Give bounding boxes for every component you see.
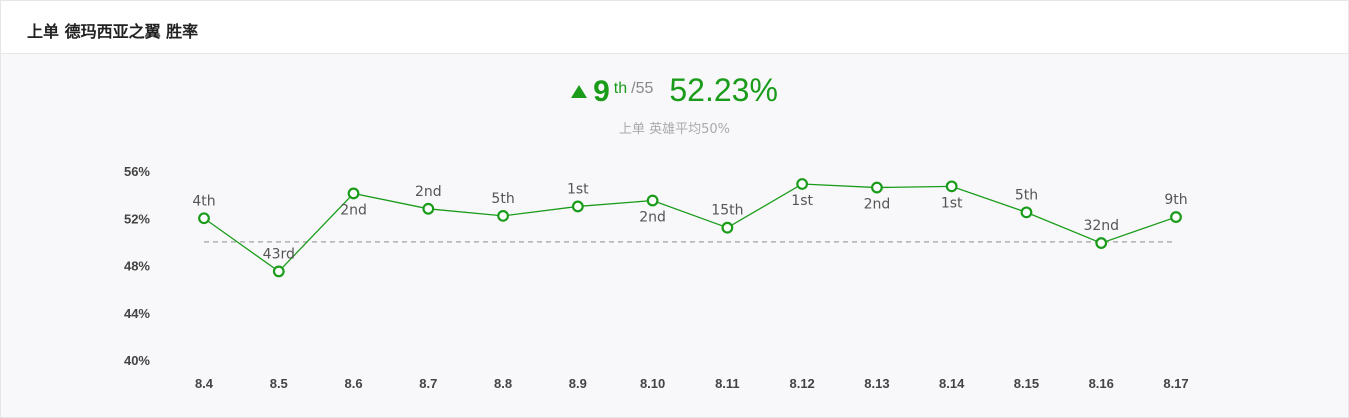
rank-label: 9th <box>1164 192 1187 208</box>
rank-label: 2nd <box>340 202 367 218</box>
average-note: 上单 英雄平均50% <box>618 122 731 137</box>
rank-label: 4th <box>192 193 215 209</box>
rank-label: 32nd <box>1083 218 1119 234</box>
win-rate-value: 52.23% <box>669 72 778 108</box>
data-point <box>272 265 285 278</box>
rank-label: 2nd <box>639 210 666 226</box>
data-point <box>1095 237 1108 249</box>
data-point <box>871 181 883 194</box>
data-point <box>721 221 734 234</box>
data-point <box>796 178 809 190</box>
rank-up-arrow-icon <box>571 85 588 98</box>
panel-title: 上单 德玛西亚之翼 胜率 <box>27 22 199 41</box>
rank-label: 5th <box>1015 187 1038 203</box>
y-tick-label: 48% <box>124 259 150 274</box>
rank-label: 2nd <box>864 197 891 213</box>
x-tick-label: 8.14 <box>939 376 965 391</box>
rank-label: 5th <box>491 191 514 207</box>
rank-label: 2nd <box>415 184 442 200</box>
x-tick-label: 8.6 <box>344 376 362 391</box>
rank-label: 1st <box>567 181 589 197</box>
rank-label: 15th <box>711 203 743 219</box>
rank-label: 1st <box>791 193 813 209</box>
x-tick-label: 8.5 <box>270 376 288 391</box>
y-tick-label: 40% <box>124 353 150 368</box>
y-tick-label: 52% <box>124 211 150 226</box>
rank-total: /55 <box>631 80 654 97</box>
x-tick-label: 8.15 <box>1014 376 1039 391</box>
data-point <box>198 212 210 225</box>
series-line <box>203 183 1177 273</box>
x-tick-label: 8.10 <box>640 376 665 391</box>
data-point <box>497 209 509 222</box>
panel-header: 上单 德玛西亚之翼 胜率 <box>1 1 1348 54</box>
data-point <box>1020 206 1033 219</box>
rank-label: 43rd <box>263 246 295 262</box>
x-tick-label: 8.13 <box>864 376 889 391</box>
data-point <box>945 180 958 193</box>
x-tick-label: 8.8 <box>494 376 512 391</box>
data-point <box>347 187 360 200</box>
x-tick-label: 8.12 <box>789 376 814 391</box>
x-tick-label: 8.16 <box>1089 376 1114 391</box>
y-tick-label: 44% <box>124 306 150 321</box>
data-point <box>571 200 584 213</box>
x-tick-label: 8.17 <box>1163 376 1188 391</box>
rank-suffix: th <box>613 80 628 97</box>
x-tick-label: 8.4 <box>195 376 214 391</box>
x-tick-label: 8.11 <box>715 376 740 391</box>
data-point <box>646 194 659 207</box>
data-point <box>422 202 435 215</box>
data-point <box>1170 211 1182 223</box>
x-tick-label: 8.9 <box>569 376 587 391</box>
rank-value: 9 <box>593 75 610 108</box>
x-tick-label: 8.7 <box>419 376 437 391</box>
y-tick-label: 56% <box>124 164 150 179</box>
rank-label: 1st <box>941 195 963 211</box>
